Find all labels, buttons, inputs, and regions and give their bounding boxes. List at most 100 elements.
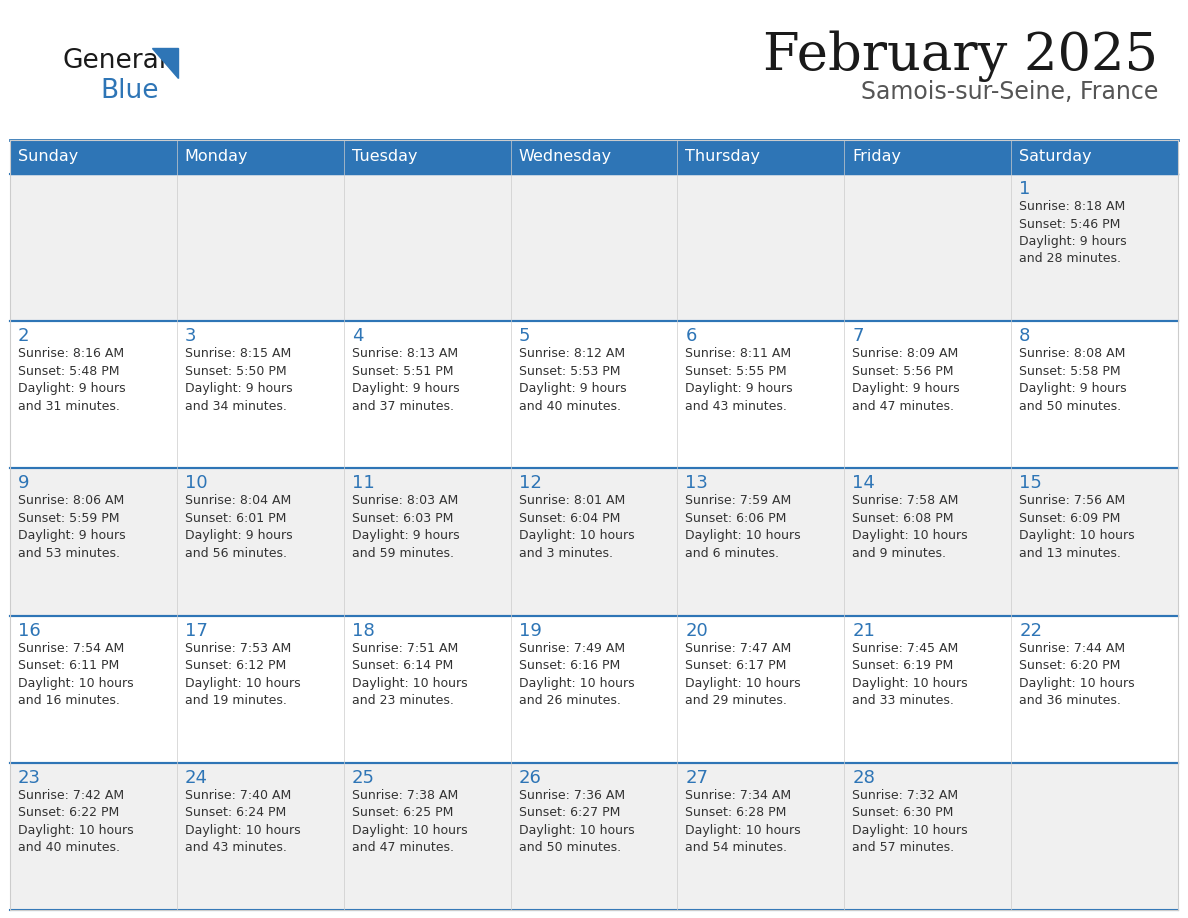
Polygon shape (152, 48, 178, 78)
Text: Sunrise: 7:38 AM: Sunrise: 7:38 AM (352, 789, 457, 801)
Text: and 36 minutes.: and 36 minutes. (1019, 694, 1121, 707)
Text: Sunrise: 7:59 AM: Sunrise: 7:59 AM (685, 495, 791, 508)
Text: Daylight: 9 hours: Daylight: 9 hours (1019, 235, 1126, 248)
Text: Daylight: 10 hours: Daylight: 10 hours (1019, 530, 1135, 543)
Text: Sunset: 6:25 PM: Sunset: 6:25 PM (352, 806, 453, 819)
Text: Sunset: 5:58 PM: Sunset: 5:58 PM (1019, 364, 1120, 377)
Text: 28: 28 (852, 768, 876, 787)
Text: Daylight: 10 hours: Daylight: 10 hours (852, 677, 968, 689)
Text: Daylight: 10 hours: Daylight: 10 hours (685, 677, 801, 689)
Text: 18: 18 (352, 621, 374, 640)
Text: Sunset: 5:50 PM: Sunset: 5:50 PM (185, 364, 286, 377)
Text: Tuesday: Tuesday (352, 150, 417, 164)
Text: Sunrise: 8:13 AM: Sunrise: 8:13 AM (352, 347, 457, 360)
Text: Daylight: 10 hours: Daylight: 10 hours (352, 677, 467, 689)
Text: Sunset: 6:09 PM: Sunset: 6:09 PM (1019, 512, 1120, 525)
Text: Daylight: 9 hours: Daylight: 9 hours (352, 530, 460, 543)
Text: Sunrise: 8:12 AM: Sunrise: 8:12 AM (519, 347, 625, 360)
Text: Sunrise: 7:44 AM: Sunrise: 7:44 AM (1019, 642, 1125, 655)
Text: Friday: Friday (852, 150, 902, 164)
Text: 10: 10 (185, 475, 208, 492)
Text: Samois-sur-Seine, France: Samois-sur-Seine, France (860, 80, 1158, 104)
Text: Sunrise: 7:54 AM: Sunrise: 7:54 AM (18, 642, 125, 655)
Text: Sunset: 6:27 PM: Sunset: 6:27 PM (519, 806, 620, 819)
Text: Sunset: 6:06 PM: Sunset: 6:06 PM (685, 512, 786, 525)
Text: Sunset: 6:28 PM: Sunset: 6:28 PM (685, 806, 786, 819)
Text: and 47 minutes.: and 47 minutes. (352, 841, 454, 855)
Text: 13: 13 (685, 475, 708, 492)
Text: and 40 minutes.: and 40 minutes. (519, 399, 620, 413)
Text: Sunset: 5:51 PM: Sunset: 5:51 PM (352, 364, 453, 377)
Text: Sunset: 5:56 PM: Sunset: 5:56 PM (852, 364, 954, 377)
Text: Daylight: 9 hours: Daylight: 9 hours (18, 382, 126, 396)
Text: Sunrise: 8:06 AM: Sunrise: 8:06 AM (18, 495, 125, 508)
Text: 17: 17 (185, 621, 208, 640)
Text: Sunset: 5:46 PM: Sunset: 5:46 PM (1019, 218, 1120, 230)
Bar (511, 140, 677, 174)
Text: and 50 minutes.: and 50 minutes. (1019, 399, 1121, 413)
Text: and 3 minutes.: and 3 minutes. (519, 547, 613, 560)
Text: 5: 5 (519, 327, 530, 345)
Text: Sunrise: 8:18 AM: Sunrise: 8:18 AM (1019, 200, 1125, 213)
Text: Sunset: 6:03 PM: Sunset: 6:03 PM (352, 512, 453, 525)
Text: Sunrise: 7:45 AM: Sunrise: 7:45 AM (852, 642, 959, 655)
Text: Sunset: 6:04 PM: Sunset: 6:04 PM (519, 512, 620, 525)
Text: Sunset: 6:19 PM: Sunset: 6:19 PM (852, 659, 954, 672)
Text: and 29 minutes.: and 29 minutes. (685, 694, 788, 707)
Text: and 16 minutes.: and 16 minutes. (18, 694, 120, 707)
Text: Sunrise: 8:11 AM: Sunrise: 8:11 AM (685, 347, 791, 360)
Bar (10, 321, 1178, 468)
Text: Sunrise: 7:42 AM: Sunrise: 7:42 AM (18, 789, 124, 801)
Text: Sunset: 6:16 PM: Sunset: 6:16 PM (519, 659, 620, 672)
Text: 21: 21 (852, 621, 876, 640)
Bar (1011, 140, 1178, 174)
Text: 12: 12 (519, 475, 542, 492)
Text: and 13 minutes.: and 13 minutes. (1019, 547, 1121, 560)
Text: Daylight: 10 hours: Daylight: 10 hours (519, 530, 634, 543)
Text: Sunrise: 8:16 AM: Sunrise: 8:16 AM (18, 347, 124, 360)
Text: Daylight: 9 hours: Daylight: 9 hours (185, 382, 292, 396)
Text: Daylight: 9 hours: Daylight: 9 hours (352, 382, 460, 396)
Text: Daylight: 9 hours: Daylight: 9 hours (18, 530, 126, 543)
Text: Daylight: 10 hours: Daylight: 10 hours (1019, 677, 1135, 689)
Text: Sunset: 6:24 PM: Sunset: 6:24 PM (185, 806, 286, 819)
Bar (343, 140, 511, 174)
Text: 9: 9 (18, 475, 30, 492)
Text: Sunrise: 7:40 AM: Sunrise: 7:40 AM (185, 789, 291, 801)
Text: 15: 15 (1019, 475, 1042, 492)
Text: and 56 minutes.: and 56 minutes. (185, 547, 286, 560)
Text: Wednesday: Wednesday (519, 150, 612, 164)
Text: and 59 minutes.: and 59 minutes. (352, 547, 454, 560)
Text: 27: 27 (685, 768, 708, 787)
Text: and 47 minutes.: and 47 minutes. (852, 399, 954, 413)
Text: and 33 minutes.: and 33 minutes. (852, 694, 954, 707)
Text: and 26 minutes.: and 26 minutes. (519, 694, 620, 707)
Text: Sunrise: 8:01 AM: Sunrise: 8:01 AM (519, 495, 625, 508)
Bar (677, 140, 845, 174)
Text: 23: 23 (18, 768, 42, 787)
Text: 4: 4 (352, 327, 364, 345)
Text: Sunrise: 7:36 AM: Sunrise: 7:36 AM (519, 789, 625, 801)
Text: Daylight: 10 hours: Daylight: 10 hours (519, 677, 634, 689)
Text: and 43 minutes.: and 43 minutes. (685, 399, 788, 413)
Text: Sunrise: 7:47 AM: Sunrise: 7:47 AM (685, 642, 791, 655)
Text: and 9 minutes.: and 9 minutes. (852, 547, 947, 560)
Text: 19: 19 (519, 621, 542, 640)
Text: February 2025: February 2025 (763, 30, 1158, 82)
Text: and 23 minutes.: and 23 minutes. (352, 694, 454, 707)
Bar (10, 763, 1178, 910)
Text: and 6 minutes.: and 6 minutes. (685, 547, 779, 560)
Bar (10, 468, 1178, 616)
Text: Sunrise: 7:49 AM: Sunrise: 7:49 AM (519, 642, 625, 655)
Text: Sunset: 5:48 PM: Sunset: 5:48 PM (18, 364, 120, 377)
Text: 7: 7 (852, 327, 864, 345)
Text: Daylight: 10 hours: Daylight: 10 hours (519, 823, 634, 837)
Text: and 28 minutes.: and 28 minutes. (1019, 252, 1121, 265)
Text: 22: 22 (1019, 621, 1042, 640)
Text: and 53 minutes.: and 53 minutes. (18, 547, 120, 560)
Text: Daylight: 10 hours: Daylight: 10 hours (685, 530, 801, 543)
Text: Daylight: 10 hours: Daylight: 10 hours (185, 823, 301, 837)
Text: and 40 minutes.: and 40 minutes. (18, 841, 120, 855)
Text: Sunrise: 8:03 AM: Sunrise: 8:03 AM (352, 495, 457, 508)
Text: 16: 16 (18, 621, 40, 640)
